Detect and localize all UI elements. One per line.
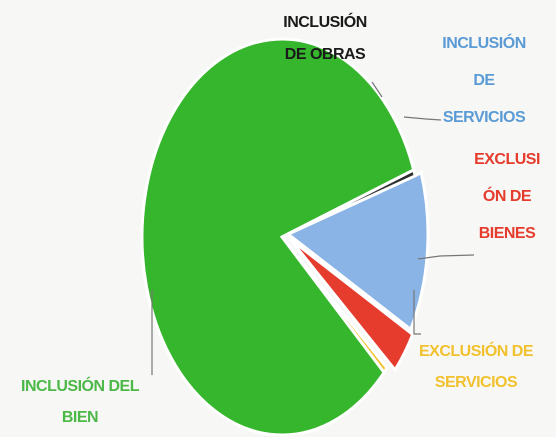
slice-label-line: INCLUSIÓN DEL [21,376,140,395]
slice-label-4: INCLUSIÓN DE OBRAS [283,12,367,63]
slice-label-line: BIEN [62,409,98,426]
slice-label-line: BIENES [479,225,536,242]
pie-slice-1 [288,237,415,373]
slice-label-line: INCLUSIÓN [283,12,367,31]
slice-label-line: SERVICIOS [435,374,518,391]
slice-label-line: ÓN DE [483,186,532,205]
leader-line-0 [403,116,442,121]
pie-slice-4 [281,167,417,239]
leader-line-1 [417,254,475,260]
pie-slice-3 [140,37,416,437]
slice-label-line: DE OBRAS [285,46,366,63]
leader-line-2 [413,290,421,335]
slice-label-line: EXCLUSIÓN DE [419,341,534,360]
slice-label-line: INCLUSIÓN [442,33,526,52]
leader-lines [151,81,475,375]
slice-label-line: EXCLUSI [474,151,540,168]
slice-label-2: EXCLUSIÓN DE SERVICIOS [419,341,534,391]
slice-label-0: INCLUSIÓN DE SERVICIOS [442,33,526,126]
slice-label-line: DE [473,72,495,89]
slice-label-1: EXCLUSI ÓN DE BIENES [474,151,540,242]
leader-line-4 [371,81,383,98]
pie-slices [140,37,430,437]
slice-label-3: INCLUSIÓN DEL BIEN [21,376,140,426]
slice-label-line: SERVICIOS [443,109,526,126]
